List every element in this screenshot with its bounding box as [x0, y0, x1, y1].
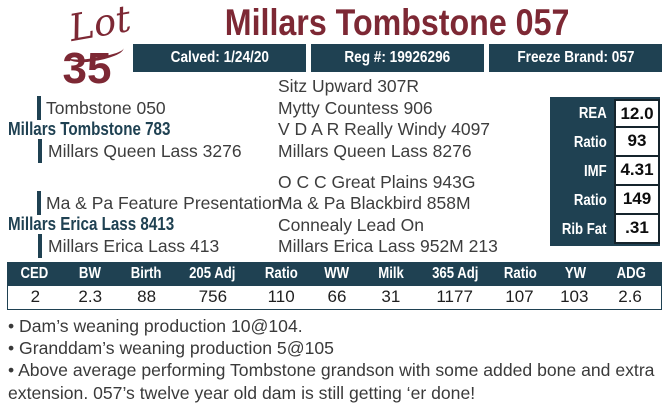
stat-label: Ratio — [574, 134, 607, 151]
epd-header-cell: YW — [564, 265, 586, 282]
stat-label: Ratio — [574, 192, 607, 209]
stat-value: .31 — [614, 215, 660, 244]
ancestor-line: Ma & Pa Blackbird 858M — [278, 193, 471, 213]
epd-header-cell: 205 Adj — [189, 265, 236, 282]
epd-header-row: CED BW Birth 205 Adj Ratio WW Milk 365 A… — [7, 262, 662, 286]
epd-header-cell: ADG — [616, 265, 646, 282]
carcass-stats-panel: REA 12.0 Ratio 93 IMF 4.31 Ratio 149 Rib… — [550, 97, 660, 246]
epd-header-cell: Milk — [378, 265, 404, 282]
note-line: • Dam’s weaning production 10@104. — [8, 316, 303, 336]
stat-label: IMF — [584, 163, 607, 180]
stat-label: REA — [579, 105, 607, 122]
ancestor-line: O C C Great Plains 943G — [278, 172, 476, 192]
epd-header-cell: WW — [324, 265, 350, 282]
dam-sire: Ma & Pa Feature Presentation — [46, 193, 282, 213]
stat-label: Rib Fat — [562, 221, 607, 238]
epd-value-cell: 107 — [505, 287, 534, 306]
epd-value-cell: 2.3 — [78, 287, 103, 306]
stat-row: IMF 4.31 — [550, 157, 660, 186]
epd-header-cell: Ratio — [503, 265, 537, 282]
ancestor-line: Sitz Upward 307R — [278, 76, 420, 96]
ancestor-line: Connealy Lead On — [278, 215, 424, 235]
stat-row: REA 12.0 — [550, 99, 660, 128]
epd-header-cell: CED — [20, 265, 49, 282]
stat-value: 149 — [614, 186, 660, 215]
stat-value: 93 — [614, 128, 660, 157]
epd-table: CED BW Birth 205 Adj Ratio WW Milk 365 A… — [7, 262, 662, 310]
epd-value-cell: 756 — [198, 287, 228, 306]
ancestor-line: Mytty Countess 906 — [278, 98, 433, 118]
sire-dam: Millars Queen Lass 3276 — [48, 141, 242, 161]
epd-value-cell: 110 — [267, 287, 295, 306]
epd-header-cell: BW — [78, 265, 101, 282]
dam-name: Millars Erica Lass 8413 — [8, 213, 175, 234]
calved-box: Calved: 1/24/20 — [133, 44, 306, 72]
epd-value-cell: 2 — [30, 287, 41, 306]
epd-value-cell: 66 — [327, 287, 347, 306]
ancestor-line: Millars Queen Lass 8276 — [278, 141, 472, 161]
stat-value: 12.0 — [614, 99, 660, 128]
pedigree-bracket-bar — [38, 234, 42, 258]
pedigree-bracket-bar — [37, 96, 41, 120]
epd-value-row: 2 2.3 88 756 110 66 31 1177 107 103 2.6 — [7, 286, 662, 310]
dam-dam: Millars Erica Lass 413 — [48, 236, 220, 256]
stat-value: 4.31 — [614, 157, 660, 186]
stat-row: Ratio 149 — [550, 186, 660, 215]
epd-header-cell: Birth — [130, 265, 162, 282]
note-line: • Above average performing Tombstone gra… — [8, 360, 655, 403]
ancestor-line: V D A R Really Windy 4097 — [278, 119, 491, 139]
epd-value-cell: 1177 — [436, 287, 473, 306]
pedigree-bracket-bar — [38, 139, 42, 163]
reg-number-box: Reg #: 19926296 — [311, 44, 484, 72]
freeze-brand-box: Freeze Brand: 057 — [489, 44, 662, 72]
notes-section: • Dam’s weaning production 10@104. • Gra… — [8, 315, 662, 404]
stat-row: Ratio 93 — [550, 128, 660, 157]
info-box-row: Calved: 1/24/20 Reg #: 19926296 Freeze B… — [133, 44, 662, 72]
animal-title: Millars Tombstone 057 — [225, 2, 570, 43]
sire-sire: Tombstone 050 — [46, 98, 166, 118]
epd-value-cell: 103 — [560, 287, 589, 306]
sire-name: Millars Tombstone 783 — [8, 118, 171, 139]
note-line: • Granddam’s weaning production 5@105 — [8, 338, 334, 359]
epd-value-cell: 31 — [381, 287, 401, 306]
lot-number: 35 — [62, 44, 112, 93]
epd-value-cell: 88 — [137, 287, 157, 306]
stat-row: Rib Fat .31 — [550, 215, 660, 244]
epd-value-cell: 2.6 — [618, 287, 642, 306]
pedigree-bracket-bar — [37, 191, 41, 215]
epd-header-cell: 365 Adj — [431, 265, 479, 282]
epd-header-cell: Ratio — [264, 265, 298, 282]
ancestor-line: Millars Erica Lass 952M 213 — [278, 236, 498, 256]
